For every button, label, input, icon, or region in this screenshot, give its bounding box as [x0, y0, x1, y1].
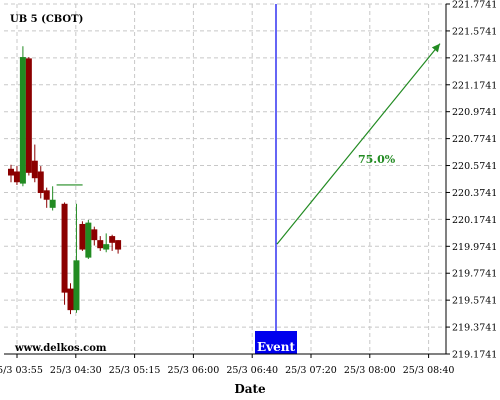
- candle: [37, 171, 44, 194]
- x-axis-label: Date: [234, 382, 266, 396]
- x-tick-label: 25/3 07:20: [285, 365, 337, 376]
- y-tick-label: 220.3741: [452, 188, 497, 199]
- watermark: www.delkos.com: [15, 343, 107, 354]
- y-tick-label: 219.9741: [452, 242, 497, 253]
- candle: [109, 236, 116, 243]
- y-tick-label: 219.5741: [452, 296, 497, 307]
- candle: [31, 160, 38, 179]
- x-tick-label: 25/3 08:40: [403, 365, 455, 376]
- grid: [4, 3, 446, 355]
- axes: 219.1741 219.3741 219.5741 219.7741 219.9741…: [0, 0, 497, 376]
- candle: [115, 240, 122, 250]
- candle: [73, 260, 80, 311]
- overlay: Event 75.0%: [255, 4, 441, 354]
- candles: [8, 46, 122, 315]
- y-tick-label: 220.5741: [452, 161, 497, 172]
- candle: [25, 58, 32, 173]
- candle: [103, 244, 110, 250]
- x-tick-label: 25/3 04:30: [50, 365, 102, 376]
- candle: [79, 223, 86, 250]
- y-tick-label: 219.7741: [452, 269, 497, 280]
- projection-arrow: [276, 43, 441, 245]
- candle: [91, 229, 98, 241]
- event-box: [255, 331, 297, 354]
- projection-arrowhead: [431, 43, 440, 53]
- y-tick-label: 220.1741: [452, 215, 497, 226]
- candle: [61, 203, 68, 293]
- y-tick-label: 220.7741: [452, 134, 497, 145]
- candle: [19, 57, 26, 184]
- projection-label: 75.0%: [358, 153, 396, 166]
- y-tick-label: 221.3741: [452, 53, 497, 64]
- chart-title: UB 5 (CBOT): [10, 14, 84, 25]
- x-tick-label: 25/3 03:55: [0, 365, 43, 376]
- event-label: Event: [257, 340, 295, 354]
- y-tick-label: 221.7741: [452, 0, 497, 11]
- candle: [67, 288, 74, 311]
- y-tick-label: 221.1741: [452, 80, 497, 91]
- candle: [43, 190, 50, 200]
- x-tick-label: 25/3 05:15: [109, 365, 161, 376]
- x-tick-label: 25/3 06:40: [226, 365, 278, 376]
- candle: [8, 168, 14, 176]
- y-tick-label: 221.5741: [452, 26, 497, 37]
- y-tick-label: 220.9741: [452, 107, 497, 118]
- candle: [97, 240, 104, 249]
- x-tick-label: 25/3 08:00: [344, 365, 396, 376]
- candle: [85, 222, 92, 258]
- y-tick-label: 219.3741: [452, 323, 497, 334]
- y-tick-label: 219.1741: [452, 350, 497, 361]
- candle: [49, 199, 56, 208]
- x-tick-label: 25/3 06:00: [168, 365, 220, 376]
- candle: [13, 171, 20, 183]
